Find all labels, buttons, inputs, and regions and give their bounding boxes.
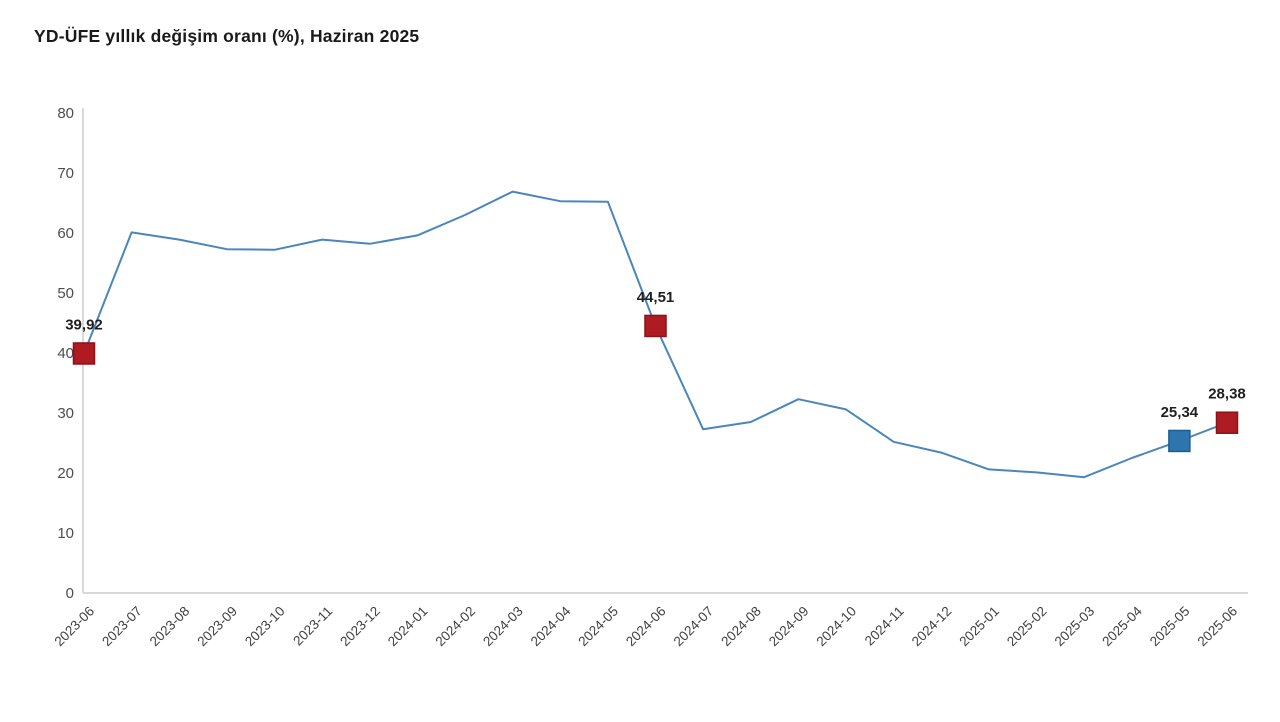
data-point-label: 25,34 [1161, 404, 1199, 421]
x-axis-tick-label: 2023-07 [99, 604, 145, 650]
y-axis-tick-label: 60 [57, 225, 74, 242]
x-axis-tick-label: 2024-11 [862, 604, 907, 649]
x-axis-tick-label: 2024-05 [575, 604, 621, 650]
data-point-marker [1168, 429, 1191, 453]
x-axis-tick-label: 2024-02 [432, 604, 478, 650]
x-axis-tick-label: 2025-01 [956, 604, 1002, 650]
x-axis-tick-label: 2023-12 [337, 604, 383, 650]
x-axis-tick-label: 2024-06 [623, 604, 669, 650]
x-axis-tick-label: 2025-03 [1052, 604, 1098, 650]
y-axis-tick-label: 40 [57, 345, 74, 362]
x-axis-tick-label: 2023-10 [242, 604, 288, 650]
data-point-label: 44,51 [637, 289, 675, 306]
x-axis-tick-label: 2024-12 [909, 604, 955, 650]
x-axis-tick-label: 2024-10 [813, 604, 859, 650]
x-axis-tick-label: 2023-09 [194, 604, 240, 650]
chart-title: YD-ÜFE yıllık değişim oranı (%), Haziran… [34, 26, 420, 46]
x-axis-tick-label: 2025-05 [1147, 604, 1193, 650]
x-axis-tick-label: 2024-01 [385, 604, 431, 650]
x-axis-tick-label: 2024-08 [718, 604, 764, 650]
data-point-marker [644, 314, 667, 338]
x-axis-tick-label: 2023-11 [290, 604, 335, 649]
y-axis-tick-label: 70 [57, 165, 74, 182]
data-point-marker [72, 342, 96, 365]
x-axis-tick-label: 2024-04 [528, 603, 574, 649]
y-axis-tick-label: 10 [57, 525, 74, 542]
x-axis-tick-label: 2024-03 [480, 604, 526, 650]
y-axis-tick-label: 20 [57, 465, 74, 482]
y-axis-tick-label: 0 [66, 585, 74, 602]
y-axis-tick-label: 30 [57, 405, 74, 422]
data-point-marker [1215, 411, 1239, 434]
data-point-label: 39,92 [65, 316, 103, 333]
x-axis-tick-label: 2025-04 [1099, 603, 1145, 649]
x-axis-tick-label: 2025-06 [1194, 604, 1240, 650]
x-axis-tick-label: 2023-08 [147, 604, 193, 650]
x-axis-tick-label: 2025-02 [1004, 604, 1050, 650]
data-point-label: 28,38 [1208, 386, 1246, 403]
y-axis-tick-label: 80 [57, 105, 74, 122]
y-axis-tick-label: 50 [57, 285, 74, 302]
x-axis-tick-label: 2023-06 [51, 604, 97, 650]
x-axis-tick-label: 2024-07 [671, 604, 717, 650]
x-axis-tick-label: 2024-09 [766, 604, 812, 650]
